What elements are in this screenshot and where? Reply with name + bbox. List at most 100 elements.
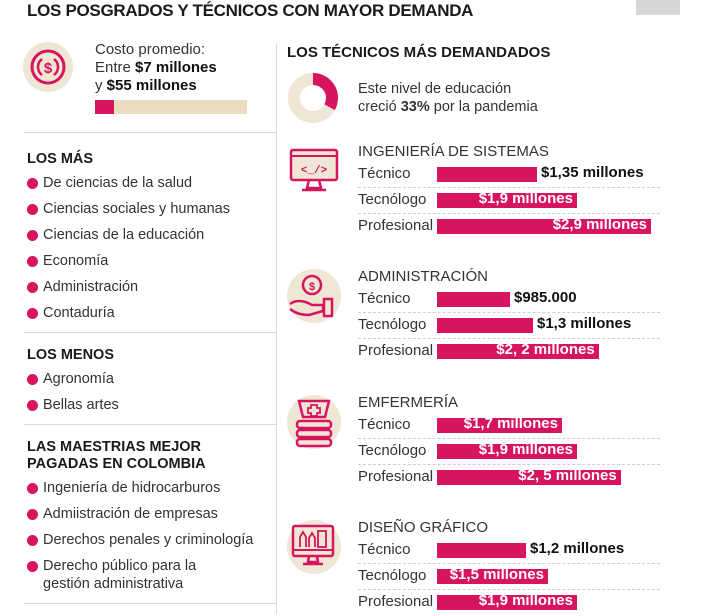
group-title: ADMINISTRACIÓN [358,268,489,285]
value-label: $2, 2 millones [496,341,595,358]
divider [24,603,276,604]
list-item-line2: gestión administrativa [43,576,184,592]
category-label: Profesional [358,342,434,359]
category-label: Tecnólogo [358,191,427,208]
row-divider [358,213,660,214]
value-label: $1,7 millones [463,415,558,432]
bar [437,444,577,459]
bar-row: Profesional $2, 2 millones [358,339,660,365]
bullet-icon [27,229,38,241]
value-label: $2,9 millones [552,216,647,233]
category-label: Tecnólogo [358,316,427,333]
list-item: Contaduría [27,300,230,326]
divider [24,332,276,333]
bar-row: Técnico $1,2 millones [358,538,660,564]
bullet-icon [27,203,38,215]
growth-line2: creció 33% por la pandemia [358,98,538,116]
value-label: $1,5 millones [449,566,544,583]
bullet-icon [27,373,38,385]
category-label: Técnico [358,416,411,433]
bullet-icon [27,281,38,293]
bullet-icon [27,508,38,520]
svg-text:$: $ [44,60,53,77]
divider [24,424,276,425]
list-item: De ciencias de la salud [27,170,230,196]
bar [437,167,537,182]
page-title: LOS POSGRADOS Y TÉCNICOS CON MAYOR DEMAN… [27,1,474,20]
value-label: $1,9 millones [478,592,573,609]
row-divider [358,187,660,188]
category-label: Tecnólogo [358,567,427,584]
maestrias-list: Ingeniería de hidrocarburos Admiistració… [27,475,253,593]
maestrias-heading-line2: PAGADAS EN COLOMBIA [27,456,206,472]
row-divider [358,589,660,590]
bullet-icon [27,177,38,189]
los-menos-list: Agronomía Bellas artes [27,366,119,418]
bullet-icon [27,399,38,411]
category-label: Profesional [358,217,434,234]
category-label: Técnico [358,165,411,182]
los-mas-list: De ciencias de la salud Ciencias sociale… [27,170,230,326]
category-label: Técnico [358,541,411,558]
cost-line2: Entre $7 millones [95,59,217,77]
row-divider [358,312,660,313]
bar [437,595,577,610]
list-item: Economía [27,248,230,274]
list-item: Derecho público para la gestión administr… [27,557,253,593]
list-item-label: Ciencias sociales y humanas [43,201,230,217]
design-monitor-icon [287,520,341,574]
value-label: $1,3 millones [537,315,632,332]
bar [437,543,526,558]
bar [437,470,621,485]
cost-line3-prefix: y [95,77,107,94]
bar-row: Tecnólogo $1,3 millones [358,313,660,339]
svg-text:$: $ [309,281,315,293]
cost-text: Costo promedio: Entre $7 millones y $55 … [95,41,217,95]
growth-prefix: creció [358,99,401,115]
column-divider [276,44,277,614]
list-item-label: Administración [43,279,139,295]
category-label: Técnico [358,290,411,307]
tecnicos-heading: LOS TÉCNICOS MÁS DEMANDADOS [287,44,551,61]
bullet-icon [27,482,38,494]
group-title: DISEÑO GRÁFICO [358,519,489,536]
growth-suffix: por la pandemia [429,99,538,115]
bullet-icon [27,561,38,572]
growth-line1: Este nivel de educación [358,81,512,97]
row-divider [358,563,660,564]
list-item-label: Ciencias de la educación [43,227,205,243]
list-item: Derechos penales y criminología [27,527,253,553]
list-item-label: Derecho público para la gestión administr… [43,557,196,593]
cost-range-bar [95,100,247,114]
bar-row: Tecnólogo $1,9 millones [358,439,660,465]
dollar-coin-icon: $ [23,42,73,92]
list-item-label: De ciencias de la salud [43,175,193,191]
bar-row: Técnico $985.000 [358,287,660,313]
group-title: EMFERMERÍA [358,394,459,411]
list-item: Ciencias sociales y humanas [27,196,230,222]
value-label: $1,35 millones [541,164,644,181]
maestrias-heading-line1: LAS MAESTRIAS MEJOR [27,439,202,455]
list-item-label: Agronomía [43,371,114,387]
donut-arc [288,73,338,123]
list-item-line1: Derecho público para la [43,558,197,574]
svg-text:<_/>: <_/> [301,165,328,177]
value-label: $1,9 millones [478,190,573,207]
cost-min: $7 millones [135,59,217,76]
bar [437,569,548,584]
list-item-label: Ingeniería de hidrocarburos [43,480,221,496]
bar-row: Profesional $2,9 millones [358,214,660,240]
list-item: Bellas artes [27,392,119,418]
list-item-label: Admiistración de empresas [43,506,218,522]
bar-row: Técnico $1,35 millones [358,162,660,188]
value-label: $1,2 millones [530,540,625,557]
cost-max: $55 millones [106,77,197,94]
list-item-label: Economía [43,253,109,269]
hand-coin-icon: $ [287,269,341,323]
cost-range-fill [95,100,115,114]
group-title: INGENIERÍA DE SISTEMAS [358,143,549,160]
list-item-label: Contaduría [43,305,115,321]
list-item: Administración [27,274,230,300]
row-divider [358,438,660,439]
bar [437,193,577,208]
